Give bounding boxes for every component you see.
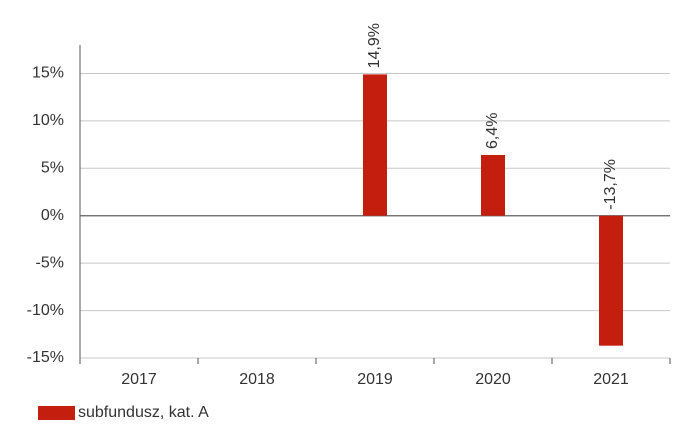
y-tick-label: 10% xyxy=(32,112,64,129)
bar xyxy=(481,155,505,216)
x-tick-label: 2017 xyxy=(121,371,157,388)
value-label: 14,9% xyxy=(366,23,383,68)
x-tick-label: 2021 xyxy=(593,371,629,388)
x-tick-label: 2020 xyxy=(475,371,511,388)
y-tick-label: -15% xyxy=(27,349,64,366)
legend-swatch xyxy=(38,406,75,420)
y-tick-label: 15% xyxy=(32,65,64,82)
x-tick-label: 2018 xyxy=(239,371,275,388)
value-label: -13,7% xyxy=(602,159,619,210)
y-tick-label: 5% xyxy=(41,160,64,177)
y-tick-label: 0% xyxy=(41,207,64,224)
value-label: 6,4% xyxy=(484,113,501,149)
y-tick-label: -10% xyxy=(27,302,64,319)
bar xyxy=(363,74,387,216)
y-tick-label: -5% xyxy=(36,254,64,271)
legend-label: subfundusz, kat. A xyxy=(78,404,209,421)
bar xyxy=(599,215,623,346)
x-tick-label: 2019 xyxy=(357,371,393,388)
